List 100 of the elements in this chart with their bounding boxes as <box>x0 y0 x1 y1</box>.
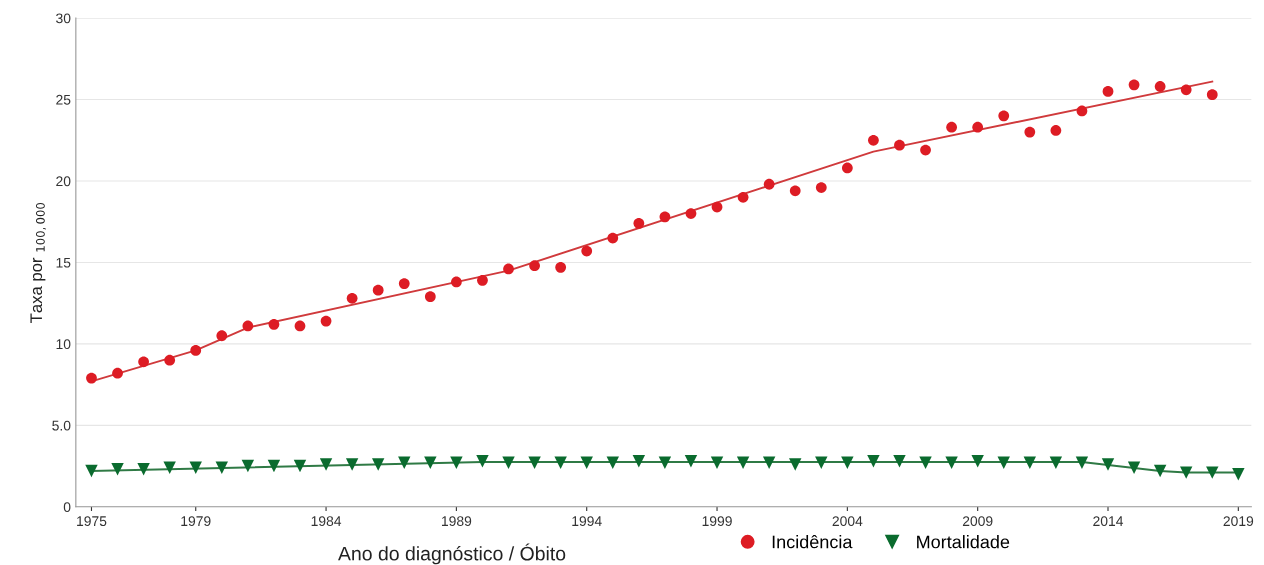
x-axis-title: Ano do diagnóstico / Óbito <box>338 543 566 565</box>
point <box>346 292 358 304</box>
point <box>894 139 905 151</box>
point <box>736 456 750 470</box>
point <box>1127 461 1141 474</box>
point <box>841 456 854 470</box>
point <box>1076 105 1088 117</box>
point <box>581 245 593 257</box>
point <box>867 454 880 468</box>
point <box>1206 89 1218 101</box>
point <box>1050 125 1062 136</box>
point <box>1128 79 1140 91</box>
point <box>451 276 462 288</box>
point <box>216 330 228 342</box>
legend-label: Mortalidade <box>917 535 1010 549</box>
y-tick-label: 15 <box>56 257 71 268</box>
x-tick-label: 2014 <box>1093 516 1124 527</box>
point <box>580 456 593 470</box>
point <box>398 456 411 470</box>
point <box>1023 456 1037 470</box>
point <box>737 191 749 203</box>
point <box>555 261 567 273</box>
point <box>1049 456 1063 470</box>
point <box>841 162 853 174</box>
point <box>372 284 384 296</box>
point <box>450 456 463 470</box>
point <box>163 461 176 474</box>
point <box>1180 84 1192 96</box>
point <box>293 459 307 473</box>
point <box>1153 464 1167 478</box>
x-tick-label: 2009 <box>962 516 993 527</box>
point <box>189 461 202 474</box>
point <box>919 456 932 470</box>
point <box>868 134 879 146</box>
point <box>659 211 671 223</box>
x-tick-label: 2019 <box>1223 516 1254 527</box>
point <box>946 121 957 133</box>
y-tick-label: 20 <box>56 176 71 187</box>
point <box>1179 466 1193 479</box>
point <box>241 459 255 473</box>
point <box>294 320 306 332</box>
point <box>1102 86 1114 97</box>
point <box>528 456 541 470</box>
point <box>345 458 359 471</box>
point <box>685 208 697 219</box>
point <box>554 456 567 470</box>
x-tick-label: 1984 <box>311 516 342 527</box>
point <box>711 201 723 213</box>
point <box>164 354 176 366</box>
point <box>710 456 724 470</box>
x-tick-label: 2004 <box>832 516 863 527</box>
point <box>242 320 254 332</box>
point <box>267 459 281 473</box>
point <box>215 461 229 474</box>
point <box>503 263 514 275</box>
point <box>789 185 801 197</box>
point <box>1101 458 1115 471</box>
x-tick-label: 1994 <box>572 516 602 527</box>
point <box>112 367 123 379</box>
point <box>138 356 149 368</box>
point <box>920 144 931 156</box>
point <box>762 456 776 470</box>
point <box>1206 466 1219 479</box>
x-tick-label: 1999 <box>702 516 732 527</box>
point <box>319 458 333 471</box>
point <box>606 456 619 470</box>
point <box>972 121 984 133</box>
point <box>763 178 775 190</box>
point <box>137 463 150 476</box>
point <box>502 456 515 470</box>
point <box>1075 456 1089 470</box>
point <box>398 278 410 289</box>
point <box>371 458 385 471</box>
point <box>1024 126 1036 138</box>
point <box>607 232 619 244</box>
point <box>997 456 1010 470</box>
point <box>684 454 698 468</box>
y-tick-label: 30 <box>56 13 71 24</box>
point <box>476 454 489 468</box>
point <box>815 182 827 193</box>
y-tick-label: 10 <box>56 339 71 350</box>
y-tick-label: 0 <box>63 502 71 512</box>
point <box>85 464 98 478</box>
point <box>477 274 488 286</box>
y-tick-label: 25 <box>56 94 71 105</box>
y-tick-label: 5.0 <box>52 420 71 431</box>
x-tick-label: 1989 <box>442 516 472 527</box>
point <box>1232 468 1245 481</box>
point <box>945 456 958 470</box>
point <box>320 315 332 327</box>
point <box>424 291 436 303</box>
point <box>529 260 540 272</box>
y-axis-title: Taxa por $_{100,000}$ <box>30 202 47 323</box>
point <box>111 463 124 476</box>
point <box>998 110 1010 122</box>
x-tick-label: 1979 <box>181 516 211 527</box>
point <box>424 456 437 470</box>
point <box>893 454 906 468</box>
point <box>268 318 280 330</box>
point <box>633 217 645 229</box>
